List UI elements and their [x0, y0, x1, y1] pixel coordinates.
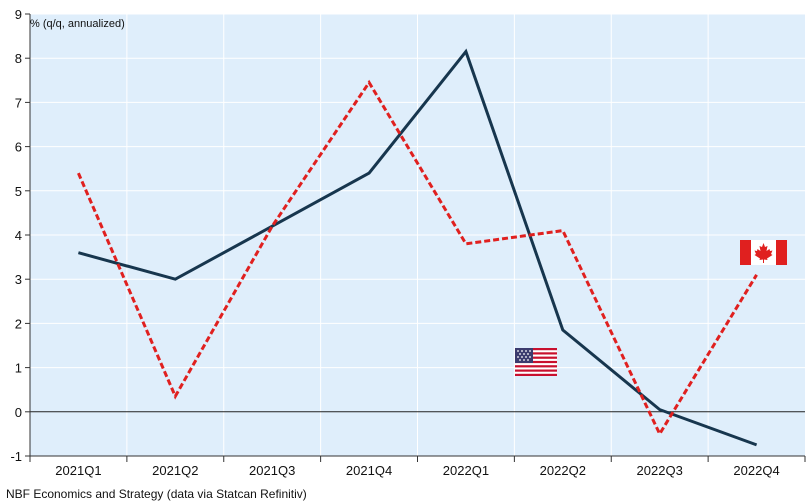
y-tick-label: 1 [15, 361, 22, 376]
y-tick-label: 2 [15, 316, 22, 331]
x-tick-label: 2021Q2 [152, 463, 198, 478]
y-tick-label: 4 [15, 228, 22, 243]
series-lines [77, 48, 758, 447]
x-tick-label: 2022Q3 [637, 463, 683, 478]
canada-flag-icon [740, 240, 787, 265]
y-tick-label: 9 [15, 7, 22, 22]
y-tick-label: 6 [15, 140, 22, 155]
gridlines [30, 13, 805, 457]
x-axis: 2021Q1 2021Q2 2021Q3 2021Q4 2022Q1 2022Q2 2022… [29, 455, 806, 478]
y-tick-label: 5 [15, 184, 22, 199]
y-tick-label: 8 [15, 51, 22, 66]
series-line-us [78, 48, 758, 447]
series-line-canada [77, 79, 758, 438]
x-tick-label: 2021Q1 [55, 463, 101, 478]
source-note: NBF Economics and Strategy (data via Sta… [6, 487, 307, 501]
x-tick-label: 2022Q4 [733, 463, 779, 478]
x-tick-label: 2022Q1 [443, 463, 489, 478]
x-tick-label: 2021Q4 [346, 463, 392, 478]
x-tick-label: 2021Q3 [249, 463, 295, 478]
y-tick-label: 3 [15, 272, 22, 287]
us-flag-icon [515, 348, 557, 376]
y-tick-label: -1 [10, 449, 22, 464]
y-tick-label: 0 [15, 405, 22, 420]
x-tick-label: 2022Q2 [540, 463, 586, 478]
y-tick-label: 7 [15, 95, 22, 110]
y-axis-label: % (q/q, annualized) [30, 18, 125, 30]
y-axis: -1 0 1 2 3 4 5 6 7 8 9 [10, 7, 31, 464]
